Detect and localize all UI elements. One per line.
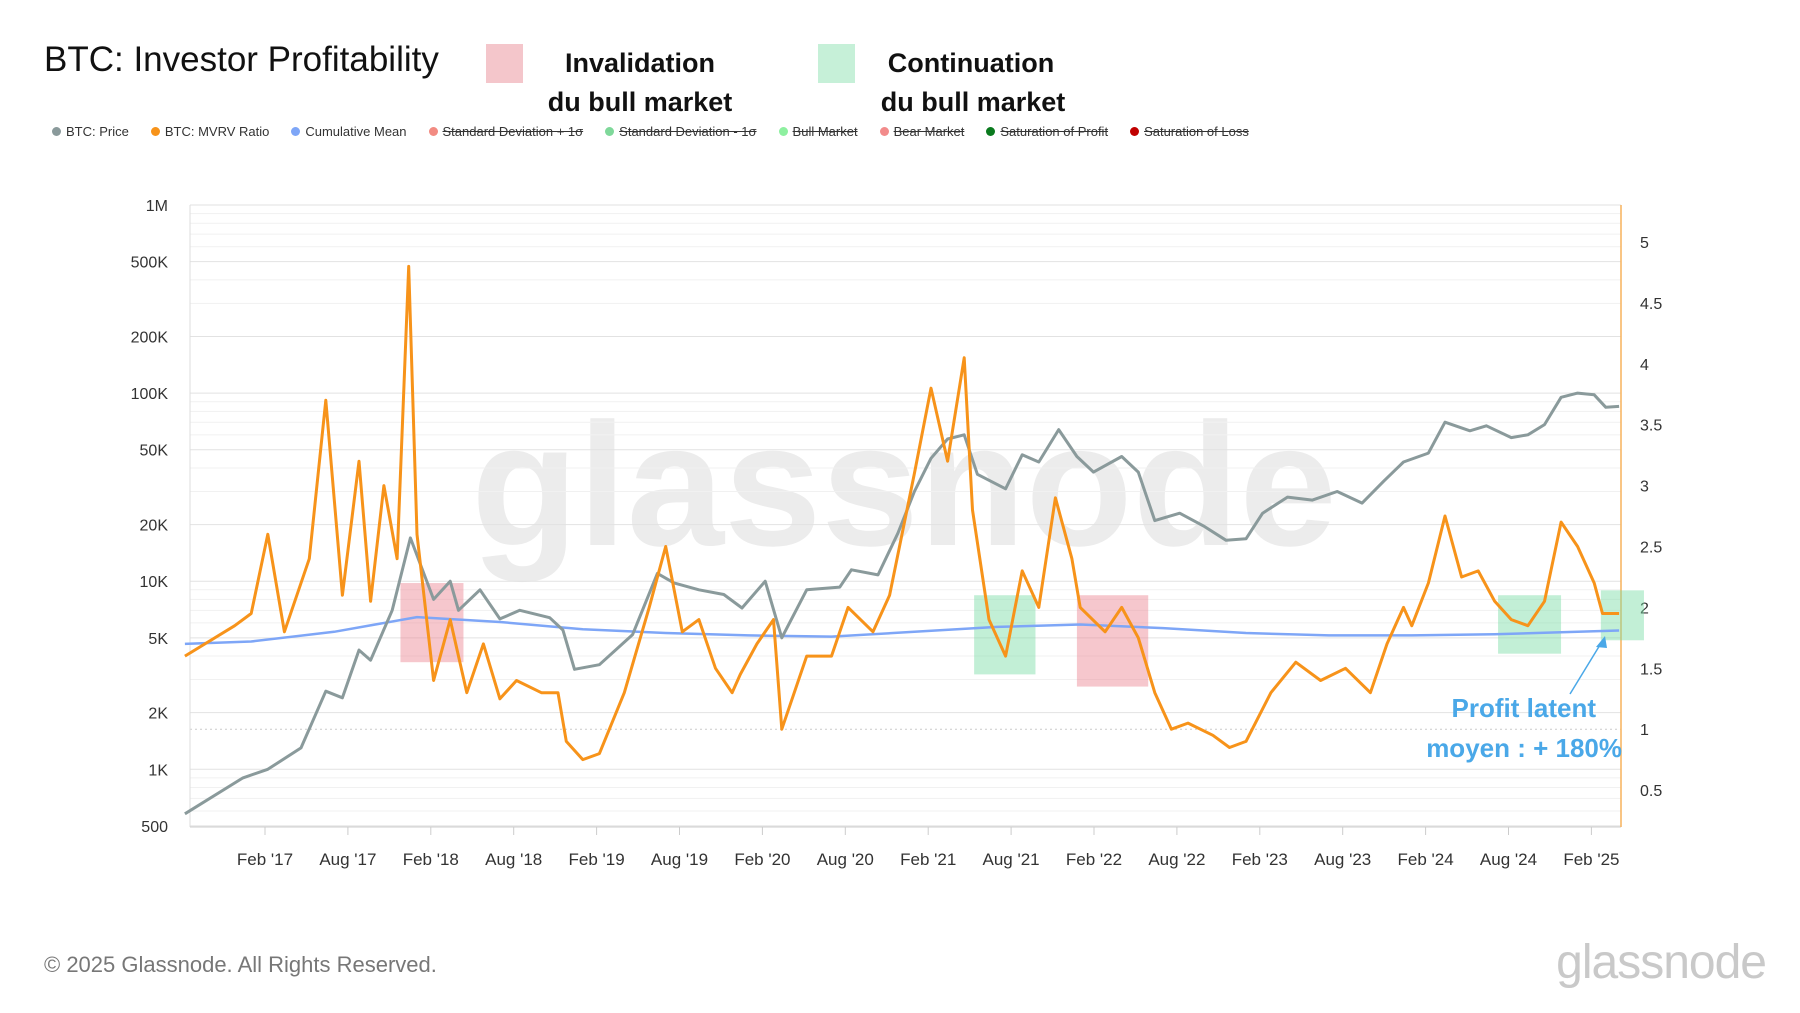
left-axis-tick-label: 200K <box>131 329 169 346</box>
legend-dot-icon <box>605 127 615 136</box>
legend-item[interactable]: BTC: Price <box>52 124 129 139</box>
legend-dot-icon <box>879 127 889 136</box>
legend-dot-icon <box>1130 127 1140 136</box>
legend-item[interactable]: Bear Market <box>879 124 965 139</box>
left-axis-tick-label: 20K <box>140 518 169 535</box>
x-axis-tick-label: Feb '22 <box>1066 850 1122 869</box>
continuation-swatch <box>818 44 855 83</box>
legend-label: Saturation of Profit <box>1000 124 1109 139</box>
legend: BTC: Price BTC: MVRV Ratio Cumulative Mean… <box>52 124 1249 139</box>
x-axis-tick-label: Aug '24 <box>1480 850 1537 869</box>
watermark: glassnode <box>471 388 1337 583</box>
left-axis-tick-label: 500K <box>131 255 169 272</box>
legend-dot-icon <box>52 127 61 136</box>
legend-label: BTC: MVRV Ratio <box>164 124 270 139</box>
legend-item[interactable]: Saturation of Profit <box>986 124 1108 139</box>
chart-title: BTC: Investor Profitability <box>44 40 439 79</box>
x-axis-tick-label: Aug '20 <box>817 850 874 869</box>
legend-item[interactable]: Saturation of Loss <box>1130 124 1249 139</box>
invalidation-label-line1: Invalidation <box>564 48 716 78</box>
x-axis-tick-label: Aug '22 <box>1148 850 1205 869</box>
invalidation-label-line2: du bull market <box>547 87 733 117</box>
left-axis-tick-label: 10K <box>140 574 169 591</box>
legend-dot-icon <box>150 127 160 136</box>
copyright: © 2025 Glassnode. All Rights Reserved. <box>44 952 437 977</box>
x-axis-tick-label: Feb '19 <box>569 850 625 869</box>
right-axis-tick-label: 3.5 <box>1640 418 1662 435</box>
legend-item[interactable]: BTC: MVRV Ratio <box>150 124 270 139</box>
x-axis-tick-label: Aug '17 <box>319 850 376 869</box>
left-axis-tick-label: 1M <box>146 198 168 215</box>
annotation-line2: moyen : + 180% <box>1426 733 1622 763</box>
legend-dot-icon <box>986 127 996 136</box>
legend-dot-icon <box>428 127 438 136</box>
x-axis-tick-label: Feb '21 <box>900 850 956 869</box>
left-axis-tick-label: 1K <box>148 762 168 779</box>
legend-item[interactable]: Standard Deviation + 1σ <box>428 124 584 139</box>
x-axis-tick-label: Feb '18 <box>403 850 459 869</box>
x-axis-tick-label: Feb '25 <box>1563 850 1619 869</box>
right-axis-tick-label: 2 <box>1640 600 1649 617</box>
x-axis-tick-label: Aug '18 <box>485 850 542 869</box>
left-axis-tick-label: 100K <box>131 386 169 403</box>
legend-label: Standard Deviation + 1σ <box>442 124 584 139</box>
continuation-highlight <box>1600 590 1644 641</box>
x-axis-tick-label: Feb '24 <box>1398 850 1454 869</box>
left-axis-tick-label: 500 <box>141 819 168 836</box>
glassnode-logo: glassnode <box>1556 936 1767 989</box>
right-axis-tick-label: 4 <box>1640 357 1649 374</box>
legend-label: Cumulative Mean <box>305 124 407 139</box>
legend-label: Bull Market <box>792 124 858 139</box>
right-axis-tick-label: 5 <box>1640 235 1649 252</box>
x-axis-tick-label: Feb '20 <box>734 850 790 869</box>
legend-label: Standard Deviation - 1σ <box>619 124 757 139</box>
annotation-line1: Profit latent <box>1451 693 1596 723</box>
legend-item[interactable]: Cumulative Mean <box>291 124 407 139</box>
x-axis-tick-label: Aug '19 <box>651 850 708 869</box>
legend-item[interactable]: Bull Market <box>778 124 858 139</box>
left-axis-tick-label: 50K <box>140 443 169 460</box>
legend-label: Bear Market <box>893 124 965 139</box>
arrow-head-icon <box>1596 636 1607 648</box>
left-axis-tick-label: 2K <box>148 706 168 723</box>
legend-dot-icon <box>778 127 788 136</box>
left-axis-tick-label: 5K <box>148 631 168 648</box>
right-axis-tick-label: 3 <box>1640 479 1649 496</box>
x-axis-tick-label: Aug '23 <box>1314 850 1371 869</box>
x-axis-tick-label: Feb '17 <box>237 850 293 869</box>
right-axis-tick-label: 1.5 <box>1640 661 1662 678</box>
series-line-cumulative-mean <box>184 615 1620 646</box>
series-line-btc-price <box>184 391 1620 816</box>
annotation-arrow <box>1569 639 1604 695</box>
continuation-highlight <box>974 595 1036 675</box>
right-axis-tick-label: 0.5 <box>1640 783 1662 800</box>
series-line-btc-mvrv-ratio <box>184 264 1620 762</box>
invalidation-highlight <box>1076 595 1149 687</box>
right-axis-tick-label: 4.5 <box>1640 296 1662 313</box>
right-axis-tick-label: 2.5 <box>1640 540 1662 557</box>
continuation-label-line2: du bull market <box>880 87 1066 117</box>
legend-label: BTC: Price <box>66 124 129 139</box>
x-axis-tick-label: Feb '23 <box>1232 850 1288 869</box>
invalidation-swatch <box>486 44 523 83</box>
continuation-label-line1: Continuation <box>887 48 1055 78</box>
x-axis-tick-label: Aug '21 <box>983 850 1040 869</box>
legend-label: Saturation of Loss <box>1144 124 1249 139</box>
legend-dot-icon <box>291 127 301 136</box>
legend-item[interactable]: Standard Deviation - 1σ <box>605 124 757 139</box>
right-axis-tick-label: 1 <box>1640 722 1649 739</box>
